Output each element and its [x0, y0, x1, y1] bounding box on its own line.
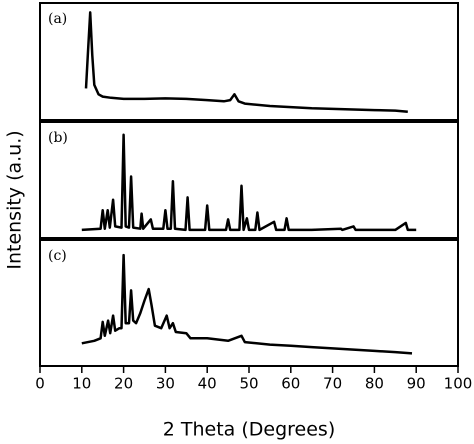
x-tick-label: 40: [198, 375, 217, 393]
panel-label: (c): [48, 248, 67, 264]
y-axis-label: Intensity (a.u.): [4, 130, 26, 269]
panel-label: (a): [48, 11, 67, 27]
x-tick-label: 20: [114, 375, 133, 393]
xrd-line: [84, 11, 408, 114]
x-tick-label: 90: [407, 375, 426, 393]
x-tick-label: 50: [239, 375, 258, 393]
panel-label: (b): [48, 130, 68, 146]
x-tick-label: 70: [323, 375, 342, 393]
x-tick-label: 60: [281, 375, 300, 393]
x-tick-label: 10: [72, 375, 91, 393]
panel-frame: [39, 121, 459, 239]
x-tick-label: 0: [35, 375, 45, 393]
x-tick-label: 80: [365, 375, 384, 393]
xrd-line: [81, 253, 413, 355]
x-tick-label: 30: [156, 375, 175, 393]
panel-frame: [39, 239, 459, 367]
panel-frame: [39, 2, 459, 121]
xrd-line: [81, 133, 417, 232]
x-tick-label: 100: [444, 375, 473, 393]
x-axis-label: 2 Theta (Degrees): [163, 419, 335, 441]
